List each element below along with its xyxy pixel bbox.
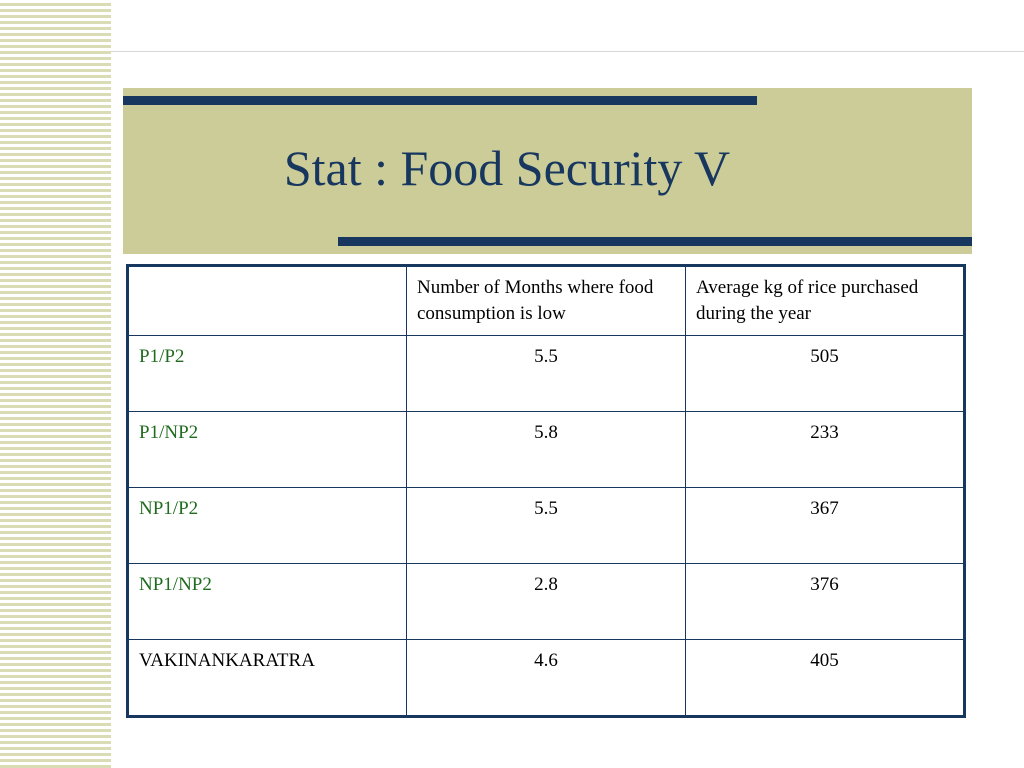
row-label: P1/NP2	[127, 411, 407, 488]
table-row: P1/P2 5.5 505	[127, 335, 965, 412]
slide-title: Stat : Food Security V	[283, 140, 731, 196]
rice-value: 367	[685, 487, 965, 564]
decorative-stripes	[0, 0, 111, 768]
table-row: NP1/NP2 2.8 376	[127, 563, 965, 640]
rice-value: 405	[685, 639, 965, 717]
title-accent-bar-bottom	[338, 237, 972, 246]
rice-value: 233	[685, 411, 965, 488]
top-divider	[111, 51, 1024, 52]
months-value: 5.8	[406, 411, 686, 488]
table-row: P1/NP2 5.8 233	[127, 411, 965, 488]
row-label: P1/P2	[127, 335, 407, 412]
food-security-table: Number of Months where food consumption …	[126, 264, 966, 718]
months-value: 5.5	[406, 487, 686, 564]
title-accent-bar-top	[123, 96, 757, 105]
table-header-row: Number of Months where food consumption …	[127, 265, 965, 336]
months-value: 4.6	[406, 639, 686, 717]
title-band	[123, 88, 972, 254]
row-label: NP1/NP2	[127, 563, 407, 640]
row-label: NP1/P2	[127, 487, 407, 564]
header-cell-months: Number of Months where food consumption …	[406, 265, 686, 336]
header-cell-empty	[127, 265, 407, 336]
header-cell-rice: Average kg of rice purchased during the …	[685, 265, 965, 336]
row-label: VAKINANKARATRA	[127, 639, 407, 717]
rice-value: 376	[685, 563, 965, 640]
table-row: NP1/P2 5.5 367	[127, 487, 965, 564]
months-value: 5.5	[406, 335, 686, 412]
months-value: 2.8	[406, 563, 686, 640]
table-row: VAKINANKARATRA 4.6 405	[127, 639, 965, 717]
rice-value: 505	[685, 335, 965, 412]
